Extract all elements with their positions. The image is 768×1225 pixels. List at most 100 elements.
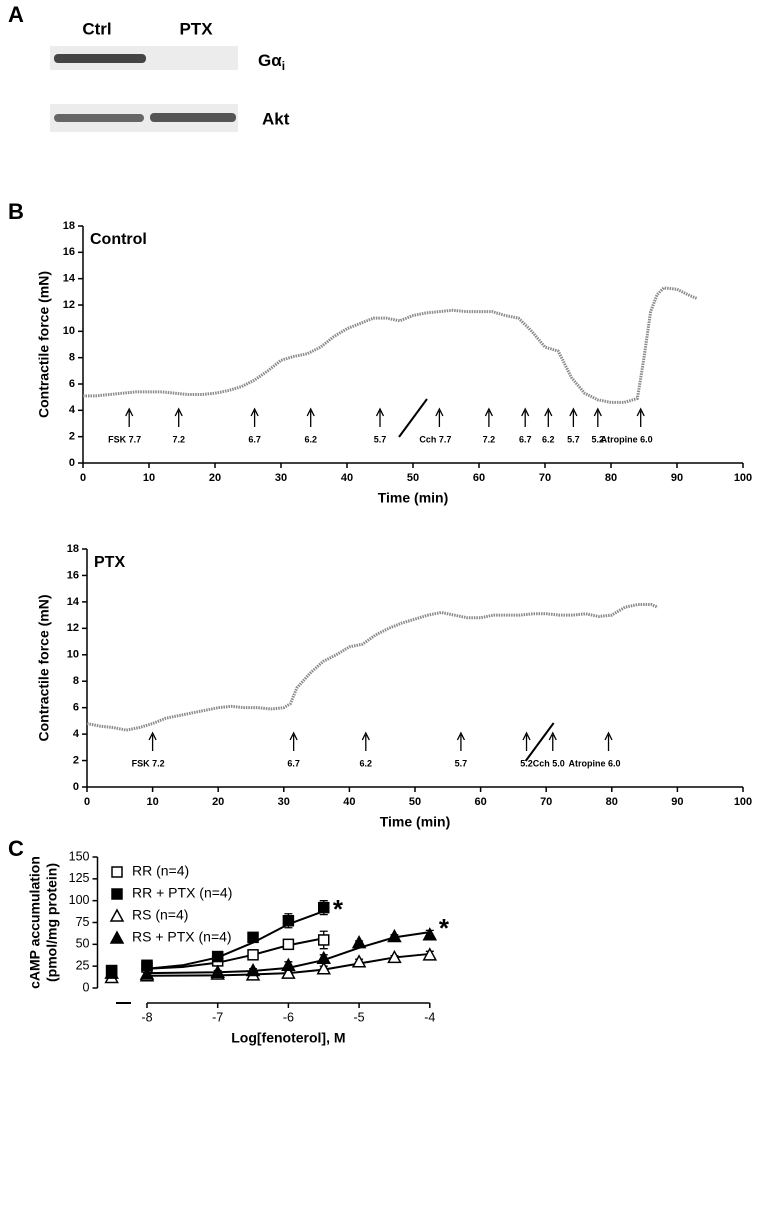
y-tick-label: 14 [63, 273, 76, 285]
legend-label: RR + PTX (n=4) [132, 885, 232, 901]
fit-curve [146, 910, 325, 970]
chart: C 0 25 50 75 100 125 150 -8 -7 -6 -5 -4 Log[fenoterol… [8, 836, 450, 1046]
x-tick-label: 90 [671, 796, 683, 808]
marker [422, 947, 438, 961]
marker [247, 931, 259, 944]
arrow-label: 6.2 [360, 758, 373, 768]
arrow-label: 6.2 [542, 434, 555, 444]
axis-break-slash [524, 722, 555, 762]
marker [316, 950, 332, 965]
y-tick-label: 10 [63, 325, 75, 337]
blot-band [54, 54, 146, 63]
arrow-head [484, 407, 493, 417]
y-tick-label: 0 [83, 980, 90, 994]
blot-band [150, 113, 236, 122]
panel-label: A [8, 2, 24, 27]
y-tick-label: 14 [67, 596, 80, 608]
legend-label: RR (n=4) [132, 863, 189, 879]
lane-label: Ctrl [82, 19, 111, 38]
marker [351, 935, 367, 949]
arrow-head [636, 407, 645, 417]
marker [210, 964, 225, 979]
y-tick-label: 4 [69, 404, 76, 416]
marker [245, 962, 261, 977]
panel-a: A Ctrl PTX Gαi Akt [8, 2, 290, 132]
trace [83, 286, 698, 404]
arrow-label: 7.2 [483, 434, 496, 444]
x-tick-label: 60 [474, 796, 486, 808]
x-tick-label: 60 [473, 472, 485, 484]
axis-break-slash [398, 398, 428, 438]
legend-marker [111, 866, 123, 878]
x-axis-label: Log[fenoterol], M [231, 1030, 345, 1046]
panel-label: B [8, 199, 24, 224]
legend-marker [111, 888, 123, 900]
y-tick-label: 2 [69, 431, 75, 443]
x-tick-label: -4 [424, 1010, 435, 1024]
x-tick-label: 40 [341, 472, 353, 484]
y-tick-label: 0 [73, 781, 79, 793]
arrow-head [521, 407, 530, 417]
arrow-label: 6.7 [287, 758, 300, 768]
y-axis-label: Contractile force (mN) [36, 271, 52, 418]
arrow-label: FSK 7.7 [108, 434, 141, 444]
x-tick-label: 70 [539, 472, 551, 484]
row-label-text: Gα [258, 51, 282, 70]
x-tick-label: 10 [146, 796, 158, 808]
lane-label: PTX [179, 19, 213, 38]
fit-curve [146, 937, 324, 970]
y-tick-label: 100 [69, 893, 90, 907]
x-tick-label: 70 [540, 796, 552, 808]
annotation: * [333, 894, 344, 924]
arrow-head [148, 731, 157, 741]
arrow-head [569, 407, 578, 417]
arrow-head [361, 731, 370, 741]
fit-curve [146, 931, 430, 975]
arrow-head [250, 407, 259, 417]
arrow-label: 7.2 [172, 434, 185, 444]
row-label: Akt [262, 109, 290, 128]
arrow-label: FSK 7.2 [132, 758, 165, 768]
arrow-label: 5.7 [567, 434, 580, 444]
marker [211, 950, 224, 963]
y-tick-label: 12 [67, 622, 79, 634]
y-tick-label: 16 [67, 569, 79, 581]
y-tick-label: 12 [63, 299, 75, 311]
marker [282, 915, 295, 927]
x-tick-label: 0 [84, 796, 90, 808]
arrow-label: 5.2 [592, 434, 605, 444]
arrow-label: 5.7 [374, 434, 387, 444]
x-tick-label: 20 [209, 472, 221, 484]
arrow-label: Atropine 6.0 [569, 758, 621, 768]
marker [317, 934, 330, 946]
marker [282, 938, 295, 951]
x-tick-label: 10 [143, 472, 155, 484]
annotation: * [439, 913, 450, 943]
fit-curve [146, 952, 430, 977]
panel-label: C [8, 836, 24, 861]
arrow-head [604, 731, 613, 741]
x-tick-label: 100 [734, 796, 752, 808]
x-tick-label: 50 [407, 472, 419, 484]
x-tick-label: 90 [671, 472, 683, 484]
y-tick-label: 8 [73, 675, 79, 687]
row-label: Gαi [258, 51, 285, 73]
chart-title: PTX [94, 554, 125, 571]
legend-label: RS + PTX (n=4) [132, 929, 232, 945]
marker [104, 965, 119, 979]
y-tick-label: 18 [67, 543, 79, 555]
y-tick-label: 50 [76, 937, 90, 951]
x-tick-label: 80 [606, 796, 618, 808]
marker [387, 928, 402, 943]
marker [281, 957, 296, 972]
arrow-head [593, 407, 602, 417]
arrow-head [544, 407, 553, 417]
x-tick-label: 30 [275, 472, 287, 484]
y-tick-label: 75 [76, 915, 90, 929]
arrow-head [522, 731, 531, 741]
row-label-subscript: i [282, 59, 285, 73]
arrow-label: 6.2 [304, 434, 317, 444]
marker [351, 954, 367, 968]
y-tick-label: 4 [73, 728, 80, 740]
x-tick-label: 100 [734, 472, 752, 484]
